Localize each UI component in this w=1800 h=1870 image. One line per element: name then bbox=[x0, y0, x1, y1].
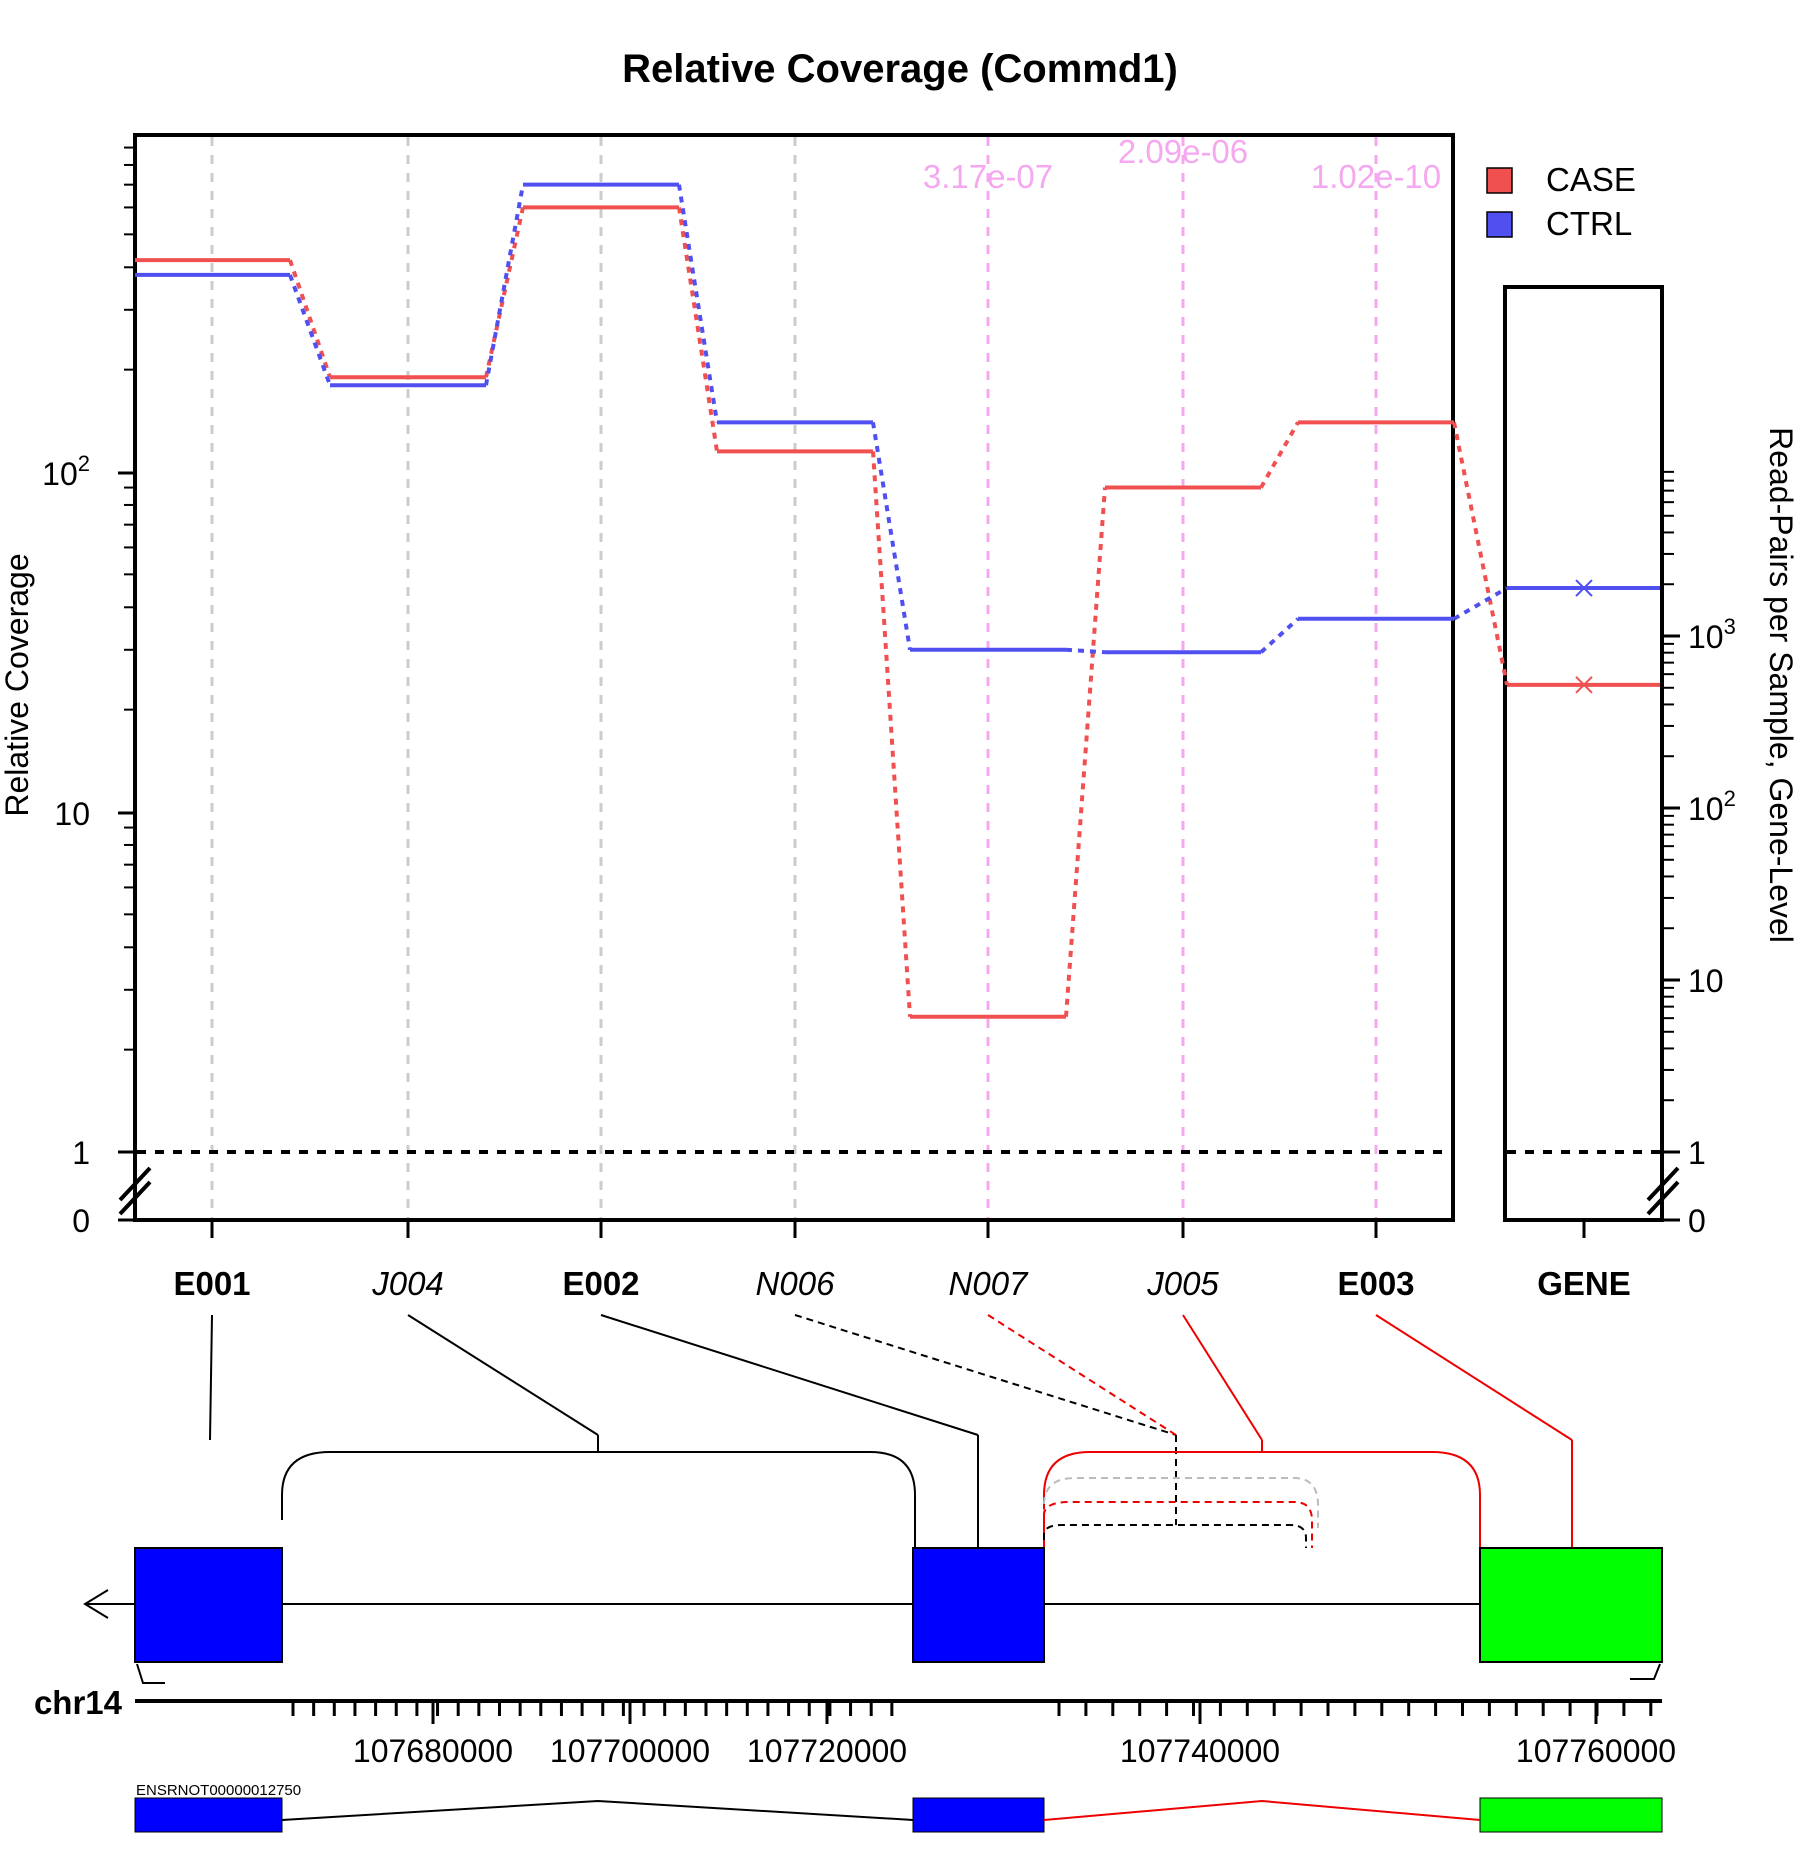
ctrl-connector-3 bbox=[677, 184, 719, 423]
left-tick-label-2: 10 bbox=[54, 796, 90, 832]
ctrl-gene-connector bbox=[1452, 586, 1509, 621]
case-connector-4 bbox=[871, 451, 912, 1017]
feature-label-e003: E003 bbox=[1337, 1265, 1414, 1302]
ctrl-connector-1 bbox=[288, 274, 332, 386]
transcript-exon-3 bbox=[1479, 1797, 1663, 1833]
corner-mark-right bbox=[1630, 1663, 1661, 1680]
right-tick-label-3: 102 bbox=[1688, 786, 1736, 827]
feature-label-gene: GENE bbox=[1537, 1265, 1631, 1302]
coverage-series bbox=[135, 182, 1660, 1019]
ctrl-connector-5 bbox=[1065, 647, 1106, 655]
ruler-label-4: 107760000 bbox=[1516, 1733, 1676, 1769]
legend-swatch-case bbox=[1486, 167, 1513, 194]
right-tick-label-4: 103 bbox=[1688, 614, 1736, 655]
ruler-ticks: 107680000 107700000 107720000 107740000 1077… bbox=[291, 1701, 1676, 1769]
left-tick-label-1: 1 bbox=[72, 1135, 90, 1171]
transcript-label: ENSRNOT00000012750 bbox=[136, 1782, 301, 1799]
case-gene-connector bbox=[1452, 421, 1509, 686]
legend-label-case: CASE bbox=[1546, 161, 1636, 198]
left-tick-label-3: 102 bbox=[42, 451, 90, 492]
ctrl-connector-4 bbox=[871, 421, 912, 651]
exon-box-e002 bbox=[912, 1547, 1045, 1663]
y-axis-label-right: Read-Pairs per Sample, Gene-Level bbox=[1763, 427, 1799, 943]
right-tick-label-2: 10 bbox=[1688, 963, 1724, 999]
pvalue-e003: 1.02e-10 bbox=[1311, 158, 1441, 195]
case-connector-2 bbox=[484, 207, 525, 378]
feature-label-n006: N006 bbox=[756, 1265, 836, 1302]
transcript-intron-1 bbox=[281, 1799, 914, 1821]
novel-arc-black bbox=[1043, 1524, 1307, 1548]
ctrl-connector-6 bbox=[1259, 617, 1300, 654]
case-gene-marker bbox=[1575, 676, 1593, 694]
feature-label-n007: N007 bbox=[949, 1265, 1030, 1302]
feature-x-axis: E001 J004 E002 N006 N007 J005 E003 GENE bbox=[173, 1220, 1631, 1302]
feature-label-j005: J005 bbox=[1146, 1265, 1219, 1302]
right-tick-label-0: 0 bbox=[1688, 1203, 1706, 1239]
chart-title: Relative Coverage (Commd1) bbox=[622, 47, 1178, 91]
exon-box-e001 bbox=[134, 1547, 283, 1663]
novel-arc-red bbox=[1043, 1501, 1313, 1548]
transcript-exon-2 bbox=[912, 1797, 1045, 1833]
ctrl-connector-2 bbox=[484, 184, 525, 386]
feature-label-j004: J004 bbox=[371, 1265, 444, 1302]
exon-box-e003 bbox=[1479, 1547, 1663, 1663]
case-connector-3 bbox=[677, 207, 719, 452]
feature-connectors bbox=[209, 1314, 1573, 1548]
gene-model bbox=[83, 1451, 1663, 1684]
case-connector-5 bbox=[1064, 487, 1107, 1017]
y-axis-label-left: Relative Coverage bbox=[0, 553, 35, 816]
strand-arrow-icon bbox=[83, 1589, 109, 1619]
junction-arc-j004 bbox=[281, 1451, 916, 1548]
right-y-axis: 0 1 10 102 103 bbox=[1646, 470, 1736, 1239]
transcript-intron-2 bbox=[1043, 1799, 1481, 1821]
ruler-label-3: 107740000 bbox=[1120, 1733, 1280, 1769]
axis-break-right-icon bbox=[1646, 1166, 1680, 1216]
pvalue-n007: 3.17e-07 bbox=[923, 158, 1053, 195]
case-connector-1 bbox=[288, 259, 332, 378]
pvalue-labels: 3.17e-07 2.09e-06 1.02e-10 bbox=[923, 133, 1441, 195]
feature-label-e001: E001 bbox=[173, 1265, 250, 1302]
ruler-label-2: 107720000 bbox=[747, 1733, 907, 1769]
axis-break-left-icon bbox=[118, 1166, 152, 1216]
transcript-exon-1 bbox=[134, 1797, 283, 1833]
ruler-label-0: 107680000 bbox=[353, 1733, 513, 1769]
chromosome-label: chr14 bbox=[34, 1684, 123, 1721]
feature-label-e002: E002 bbox=[562, 1265, 639, 1302]
legend-swatch-ctrl bbox=[1486, 211, 1513, 238]
feature-gridlines bbox=[210, 137, 1378, 1218]
legend-label-ctrl: CTRL bbox=[1546, 205, 1632, 242]
case-connector-6 bbox=[1259, 421, 1300, 489]
ctrl-gene-marker bbox=[1575, 579, 1593, 597]
corner-mark-left bbox=[136, 1663, 165, 1684]
legend: CASE CTRL bbox=[1486, 161, 1636, 242]
pvalue-j005: 2.09e-06 bbox=[1118, 133, 1248, 170]
transcript-track bbox=[134, 1797, 1663, 1833]
right-tick-label-1: 1 bbox=[1688, 1135, 1706, 1171]
left-y-axis: 0 1 10 102 bbox=[42, 146, 152, 1239]
junction-arc-j005 bbox=[1043, 1451, 1481, 1548]
gene-plot-frame bbox=[1503, 285, 1664, 1222]
left-tick-label-0: 0 bbox=[72, 1203, 90, 1239]
ruler-label-1: 107700000 bbox=[550, 1733, 710, 1769]
